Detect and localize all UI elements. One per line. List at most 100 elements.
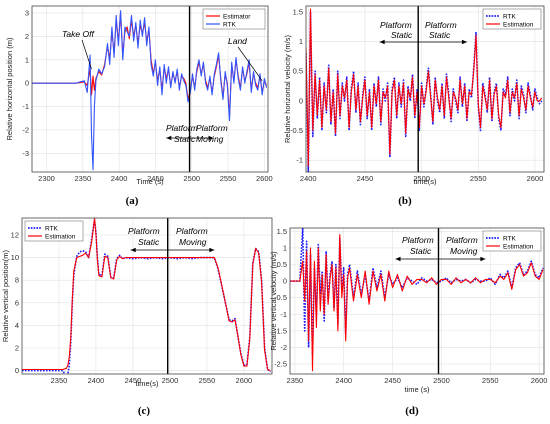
c-y-tick-label: 8 bbox=[15, 276, 19, 285]
a-x-tick-label: 2500 bbox=[183, 174, 200, 183]
b-x-tick-label: 2450 bbox=[357, 174, 374, 183]
b-y-tick-label: 1.5 bbox=[293, 7, 303, 16]
c-platform-moving-2: Moving bbox=[179, 237, 207, 247]
d-legend-label: RTK bbox=[503, 235, 517, 242]
d-series-estimation bbox=[290, 234, 544, 372]
c-y-axis-label: Relative vertical position(m) bbox=[1, 249, 10, 342]
c-y-tick-label: 2 bbox=[15, 344, 19, 353]
takeoff-annotation: Take Off bbox=[62, 29, 95, 39]
c-x-tick-label: 2350 bbox=[51, 376, 68, 385]
d-y-tick-label: 1.5 bbox=[277, 227, 287, 236]
c-legend-label: Estimation bbox=[45, 233, 76, 240]
a-x-tick-label: 2600 bbox=[256, 174, 273, 183]
b-platform-static-2: Static bbox=[391, 30, 413, 40]
caption-c: (c) bbox=[138, 405, 151, 417]
d-y-tick-label: 0 bbox=[283, 277, 287, 286]
b-series-estimation bbox=[306, 8, 543, 167]
c-legend-label: RTK bbox=[45, 225, 59, 232]
b-x-tick-label: 2500 bbox=[413, 174, 430, 183]
d-platform-static-1: Platform bbox=[402, 235, 434, 245]
a-arrow-head bbox=[208, 135, 214, 141]
c-arrow-head bbox=[130, 247, 136, 253]
caption-b: (b) bbox=[398, 195, 412, 207]
c-x-axis-label: time(s) bbox=[136, 379, 159, 388]
b-arrow-head bbox=[379, 39, 385, 45]
a-platform-static-2: Static bbox=[174, 134, 196, 144]
caption-a: (a) bbox=[126, 195, 139, 207]
a-y-tick-label: -2 bbox=[22, 125, 29, 134]
d-x-tick-label: 2500 bbox=[433, 376, 450, 385]
b-platform-moving-1: Platform bbox=[425, 20, 457, 30]
b-x-axis-label: time(s) bbox=[414, 177, 437, 186]
d-x-axis-label: time (s) bbox=[405, 385, 431, 394]
c-x-tick-label: 2600 bbox=[236, 376, 253, 385]
a-x-tick-label: 2550 bbox=[220, 174, 237, 183]
a-legend-label: RTK bbox=[223, 21, 237, 28]
a-platform-moving-1: Platform bbox=[196, 123, 228, 133]
a-y-tick-label: 1 bbox=[25, 55, 29, 64]
d-x-tick-label: 2400 bbox=[335, 376, 352, 385]
b-x-tick-label: 2400 bbox=[300, 174, 317, 183]
d-legend-label: Estimation bbox=[503, 243, 534, 250]
a-legend-label: Estimator bbox=[223, 13, 251, 20]
land-pointer bbox=[237, 46, 263, 82]
d-plot-area bbox=[290, 228, 544, 374]
d-arrow-head bbox=[395, 256, 401, 262]
c-y-tick-label: 12 bbox=[11, 230, 19, 239]
a-y-tick-label: 0 bbox=[25, 79, 29, 88]
b-y-tick-label: -1 bbox=[296, 156, 303, 165]
b-y-tick-label: 0 bbox=[299, 96, 303, 105]
d-y-tick-label: -2 bbox=[280, 343, 287, 352]
a-platform-static-1: Platform bbox=[166, 123, 198, 133]
takeoff-pointer bbox=[81, 39, 92, 70]
d-y-tick-label: -1.5 bbox=[274, 326, 287, 335]
c-platform-static-1: Platform bbox=[128, 226, 160, 236]
d-y-tick-label: 1 bbox=[283, 243, 287, 252]
c-arrow-head bbox=[209, 247, 215, 253]
d-y-axis-label: Relative vertical velocity (m/s) bbox=[269, 251, 278, 351]
panel-b: 2400 2450 2500 2550 2600 -1 -0.5 0 0.5 1 1.5 RTKEst… bbox=[283, 5, 545, 186]
a-x-tick-label: 2350 bbox=[74, 174, 91, 183]
a-platform-moving-2: Moving bbox=[196, 134, 224, 144]
d-x-tick-label: 2350 bbox=[287, 376, 304, 385]
b-platform-static-3: Static bbox=[429, 30, 451, 40]
c-series-estimation bbox=[22, 218, 271, 372]
a-plot-area bbox=[32, 6, 268, 172]
a-y-tick-label: -3 bbox=[22, 149, 29, 158]
a-arrow-head bbox=[166, 135, 172, 141]
d-x-tick-label: 2550 bbox=[482, 376, 499, 385]
b-legend-label: RTK bbox=[503, 13, 517, 20]
b-series-rtk bbox=[306, 11, 543, 172]
c-y-tick-label: 4 bbox=[15, 321, 19, 330]
a-y-tick-label: -1 bbox=[22, 102, 29, 111]
d-y-tick-label: -1 bbox=[280, 310, 287, 319]
caption-d: (d) bbox=[405, 405, 419, 417]
c-platform-static-2: Static bbox=[138, 237, 160, 247]
d-y-tick-label: 0.5 bbox=[277, 260, 287, 269]
c-y-tick-label: 10 bbox=[11, 253, 19, 262]
d-y-tick-label: -2.5 bbox=[274, 360, 287, 369]
c-axes-frame bbox=[21, 217, 273, 375]
land-annotation: Land bbox=[228, 36, 247, 46]
c-platform-moving-1: Platform bbox=[176, 226, 208, 236]
b-y-tick-label: -0.5 bbox=[290, 126, 303, 135]
b-platform-static-1: Platform bbox=[380, 20, 412, 30]
d-y-tick-label: -0.5 bbox=[274, 293, 287, 302]
b-axes-frame bbox=[305, 5, 545, 173]
b-x-tick-label: 2600 bbox=[527, 174, 544, 183]
a-x-axis-label: Time (s) bbox=[136, 177, 164, 186]
c-x-tick-label: 2500 bbox=[162, 376, 179, 385]
panel-d: 2350 2400 2450 2500 2550 2600 -2.5 -2 -1.5 -1 -0.5… bbox=[269, 227, 547, 394]
c-x-tick-label: 2450 bbox=[125, 376, 142, 385]
a-x-tick-label: 2300 bbox=[38, 174, 55, 183]
d-platform-moving-2: Moving bbox=[450, 246, 478, 256]
d-x-tick-label: 2600 bbox=[531, 376, 548, 385]
panel-a: 2300 2350 2400 2450 2500 2550 2600 -3 -2 -1 0 1 2 3 Es… bbox=[5, 5, 273, 186]
a-y-axis-label: Relative horizontal position (m) bbox=[5, 37, 14, 140]
a-x-tick-label: 2450 bbox=[147, 174, 164, 183]
d-platform-moving-1: Platform bbox=[446, 235, 478, 245]
c-y-tick-label: 0 bbox=[15, 366, 19, 375]
b-arrow-head bbox=[461, 39, 467, 45]
a-y-tick-label: 3 bbox=[25, 9, 29, 18]
